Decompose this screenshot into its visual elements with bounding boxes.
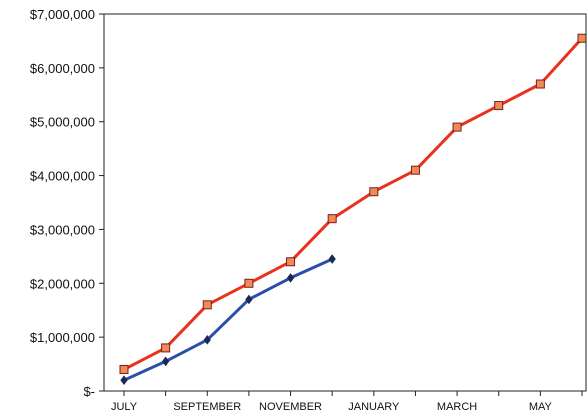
data-point-diamond — [203, 335, 211, 345]
y-tick-label: $6,000,000 — [30, 61, 95, 76]
y-tick-label: $7,000,000 — [30, 7, 95, 22]
data-point-square — [452, 122, 462, 132]
x-tick-label: MAY — [529, 401, 553, 413]
series-1 — [120, 254, 336, 386]
data-point-square — [327, 214, 337, 224]
data-point-diamond — [286, 273, 295, 283]
y-tick-label: $3,000,000 — [30, 222, 95, 237]
data-point-square — [202, 300, 212, 310]
y-tick-label: $1,000,000 — [30, 330, 95, 345]
x-tick-label: SEPTEMBER — [173, 401, 241, 413]
data-point-square — [119, 364, 129, 374]
x-tick-label: JULY — [111, 401, 138, 413]
data-point-square — [286, 257, 296, 267]
plot-area-frame — [103, 13, 587, 392]
series-layer — [119, 33, 587, 386]
y-tick-label: $2,000,000 — [30, 276, 95, 291]
data-point-diamond — [245, 294, 253, 305]
data-point-diamond — [120, 375, 128, 386]
y-tick-label: $4,000,000 — [30, 169, 95, 184]
data-point-square — [161, 343, 171, 353]
y-axis: $- $1,000,000 $2,000,000 $3,000,000 $4,000,0… — [30, 7, 104, 399]
data-point-square — [494, 101, 504, 111]
x-tick-label: MARCH — [437, 401, 477, 413]
data-point-diamond — [162, 356, 170, 367]
data-point-diamond — [328, 254, 336, 264]
data-point-square — [577, 33, 587, 43]
data-point-square — [410, 165, 420, 175]
series-0 — [119, 33, 587, 374]
data-point-square — [535, 79, 545, 89]
x-axis: JULY SEPTEMBER NOVEMBER JANUARY MARCH MAY — [111, 391, 583, 413]
y-tick-label: $- — [83, 384, 95, 399]
x-tick-label: JANUARY — [348, 401, 400, 413]
y-tick-label: $5,000,000 — [30, 115, 95, 130]
series-1-line — [123, 257, 333, 382]
series-0-line — [123, 37, 584, 371]
data-point-square — [244, 278, 254, 288]
data-point-square — [369, 187, 379, 197]
x-tick-label: NOVEMBER — [259, 401, 322, 413]
